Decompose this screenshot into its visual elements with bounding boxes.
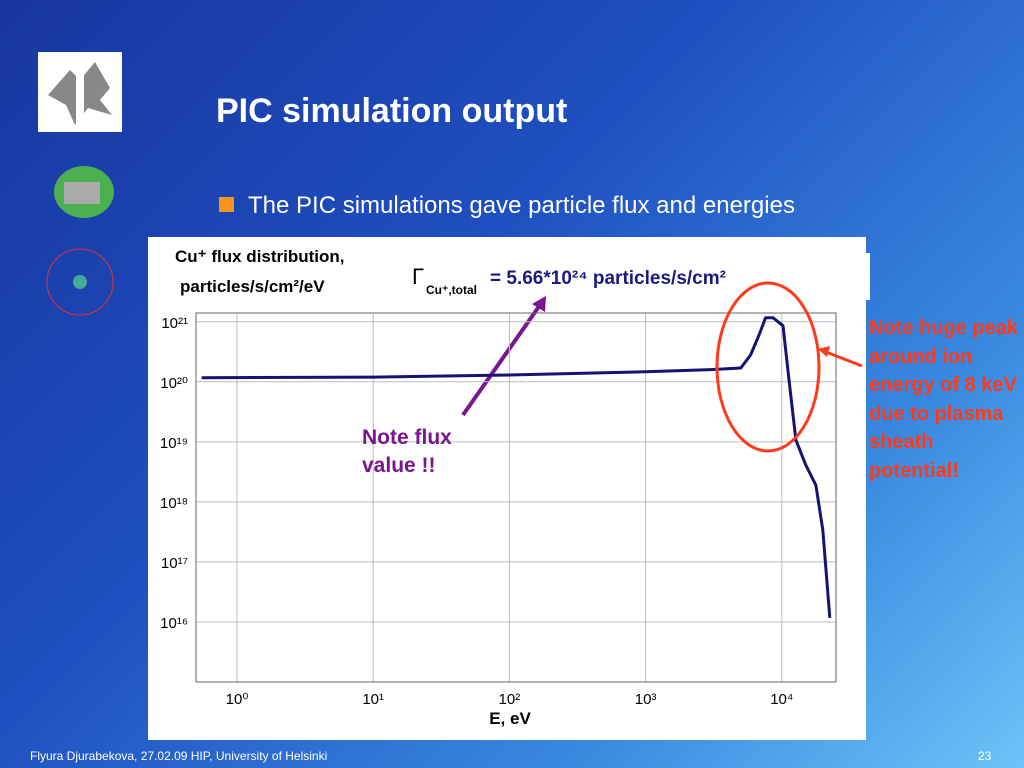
peak-arrow xyxy=(825,350,863,368)
peak-arrowhead xyxy=(818,346,830,357)
page-number: 23 xyxy=(978,749,992,763)
note-peak: Note huge peak around ion energy of 8 ke… xyxy=(869,317,1018,482)
x-tick-label: 10⁰ xyxy=(226,691,249,708)
peak-highlight xyxy=(715,281,821,453)
x-tick-label: 10¹ xyxy=(362,691,384,708)
x-tick-label: 10³ xyxy=(635,691,657,708)
nucleus xyxy=(73,275,87,289)
slide-title: PIC simulation output xyxy=(216,92,568,130)
y-tick-label: 10¹⁶ xyxy=(160,615,188,632)
flux-line xyxy=(201,316,832,619)
flux-arrowhead xyxy=(532,296,546,312)
total-subscript: Cu⁺,total xyxy=(426,283,477,297)
bullet-text: The PIC simulations gave particle flux a… xyxy=(248,192,795,219)
chart-title: Cu⁺ flux distribution, xyxy=(175,247,345,266)
x-axis-label: E, eV xyxy=(489,709,531,728)
total-symbol: Γ xyxy=(412,264,424,289)
chart-title: particles/s/cm²/eV xyxy=(180,277,325,296)
y-tick-label: 10²¹ xyxy=(161,315,188,332)
y-tick-label: 10¹⁹ xyxy=(160,435,188,452)
y-tick-label: 10²⁰ xyxy=(160,375,188,392)
molecule-core xyxy=(64,182,100,204)
orbit-icon xyxy=(46,248,114,316)
x-tick-label: 10² xyxy=(499,691,521,708)
bullet-marker xyxy=(219,197,234,212)
plot-frame xyxy=(195,312,837,683)
flux-arrow xyxy=(461,303,542,417)
x-tick-label: 10⁴ xyxy=(770,691,793,708)
note-flux: Note flux value !! xyxy=(362,426,452,477)
chart-panel-tab xyxy=(860,253,870,300)
footer: Flyura Djurabekova, 27.02.09 HIP, Univer… xyxy=(30,749,328,763)
y-tick-label: 10¹⁸ xyxy=(160,495,188,512)
logo-gap xyxy=(76,52,84,132)
y-tick-label: 10¹⁷ xyxy=(161,555,188,572)
total-text: = 5.66*10²⁴ particles/s/cm² xyxy=(490,268,726,289)
chart-panel xyxy=(148,237,866,740)
